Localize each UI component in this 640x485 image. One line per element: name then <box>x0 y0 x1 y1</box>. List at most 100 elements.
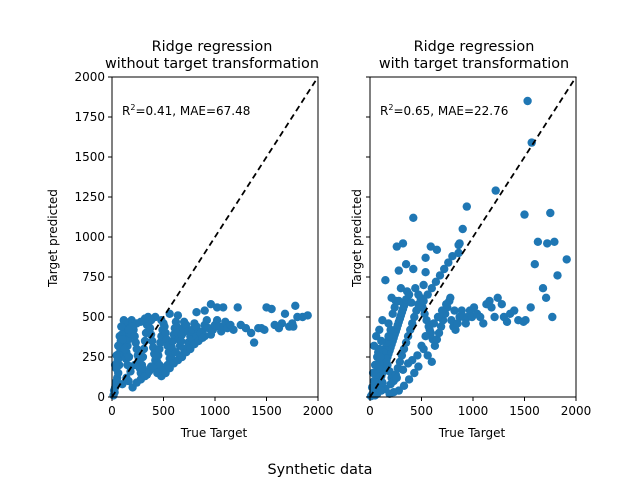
left-scatter-point <box>160 322 169 331</box>
right-scatter-point <box>396 284 406 293</box>
left-scatter-point <box>267 304 276 314</box>
right-scatter-point <box>404 290 414 299</box>
right-scatter-point <box>487 303 496 312</box>
right-scatter-point <box>419 296 428 306</box>
right-x-axis-label: True Target <box>438 426 506 440</box>
left-scatter-point <box>192 308 201 317</box>
right-scatter-point <box>543 239 552 248</box>
right-scatter-point <box>469 303 479 312</box>
right-scatter-point <box>409 264 418 274</box>
right-x-tick-label: 2000 <box>561 404 592 418</box>
right-scatter-point <box>491 186 500 195</box>
right-scatter-point <box>553 271 562 280</box>
left-y-tick-label: 0 <box>97 390 105 404</box>
right-scatter-point <box>368 368 378 378</box>
right-scatter-point <box>520 210 529 219</box>
left-score-text: =0.41, MAE=67.48 <box>135 104 250 118</box>
right-scatter-point <box>429 319 439 328</box>
right-scatter-point <box>548 312 557 322</box>
right-scatter-point <box>425 325 434 334</box>
left-scatter-point <box>249 338 259 347</box>
right-scatter-point <box>421 253 430 262</box>
right-scatter-point <box>388 309 397 318</box>
right-scatter-point <box>533 237 543 246</box>
right-x-tick-label: 500 <box>410 404 433 418</box>
right-scatter-point <box>457 306 466 315</box>
right-scatter-point <box>404 375 414 384</box>
right-x-tick-label: 0 <box>366 404 374 418</box>
right-scatter-point <box>414 290 423 299</box>
left-scatter-point <box>192 322 201 331</box>
right-scatter-point <box>398 239 408 248</box>
left-y-tick-label: 1250 <box>74 190 105 204</box>
left-scatter-point <box>112 351 121 360</box>
left-scatter-point <box>173 311 183 320</box>
left-scatter-point <box>182 320 191 330</box>
right-scatter-point <box>386 325 395 334</box>
right-scatter-point <box>423 290 432 299</box>
left-scatter-point <box>212 316 222 325</box>
left-y-tick-label: 1000 <box>74 230 105 244</box>
left-scatter-point <box>229 325 238 334</box>
left-scatter-point <box>132 344 141 354</box>
right-scatter-point <box>427 284 436 293</box>
left-scatter-point <box>212 303 222 312</box>
right-scatter-point <box>414 362 423 371</box>
left-r2-symbol: R <box>122 104 130 118</box>
right-scatter-point <box>386 380 395 389</box>
left-scatter-point <box>131 338 140 347</box>
right-scatter-point <box>409 213 418 222</box>
left-y-ticks: 0 250 500 750 1000 1250 1500 1750 2000 <box>74 70 112 404</box>
right-x-ticks: 0 500 1000 1500 2000 <box>366 397 591 418</box>
right-scatter-point <box>381 276 390 285</box>
left-title-line2: without target transformation <box>105 56 319 72</box>
left-x-tick-label: 1500 <box>251 404 282 418</box>
left-scatter-point <box>277 319 287 328</box>
left-x-tick-label: 0 <box>108 404 116 418</box>
right-scatter-point <box>413 351 422 360</box>
right-scatter-point <box>427 357 436 366</box>
left-title-line1: Ridge regression <box>152 39 273 55</box>
right-scatter-point <box>562 255 571 264</box>
right-scatter-point <box>447 316 456 325</box>
left-scatter-point <box>110 360 120 370</box>
right-scatter-point <box>451 325 460 334</box>
right-scatter-point <box>411 284 420 293</box>
right-scatter-point <box>410 368 419 378</box>
left-scatter-point <box>148 336 157 346</box>
right-x-tick-label: 1000 <box>458 404 489 418</box>
left-x-tick-label: 500 <box>152 404 175 418</box>
right-scatter-point <box>462 202 471 211</box>
left-score-annotation: R2=0.41, MAE=67.48 <box>122 103 250 118</box>
right-scatter-point <box>390 303 399 312</box>
left-scatter-point <box>161 328 170 338</box>
left-y-tick-label: 2000 <box>74 70 105 84</box>
right-scatter-point <box>510 306 519 315</box>
left-scatter-point <box>176 336 186 346</box>
right-scatter-point <box>538 284 548 293</box>
right-scatter-point <box>378 378 387 387</box>
left-scatter-point <box>151 351 160 360</box>
left-x-tick-label: 1000 <box>200 404 231 418</box>
left-scatter-point <box>123 360 132 370</box>
right-scatter-point <box>406 325 415 334</box>
right-score-annotation: R2=0.65, MAE=22.76 <box>380 103 508 118</box>
left-scatter-point <box>114 341 123 350</box>
right-scatter-point <box>448 252 457 261</box>
right-scatter-point <box>432 245 442 254</box>
right-scatter-point <box>453 319 462 328</box>
right-scatter-point <box>421 268 430 277</box>
left-scatter-point <box>120 344 129 354</box>
right-scatter-point <box>479 319 488 328</box>
right-scatter-point <box>410 312 419 322</box>
right-identity-line <box>369 76 577 398</box>
left-scatter-point <box>246 328 256 338</box>
right-title-line2: with target transformation <box>379 56 569 72</box>
right-scatter-point <box>419 280 428 290</box>
right-scatter-point <box>376 352 385 362</box>
right-scatter-point <box>527 138 536 147</box>
left-subplot: Ridge regression without target transfor… <box>46 39 333 440</box>
right-scatter-point <box>417 341 426 350</box>
right-scatter-point <box>435 271 445 280</box>
